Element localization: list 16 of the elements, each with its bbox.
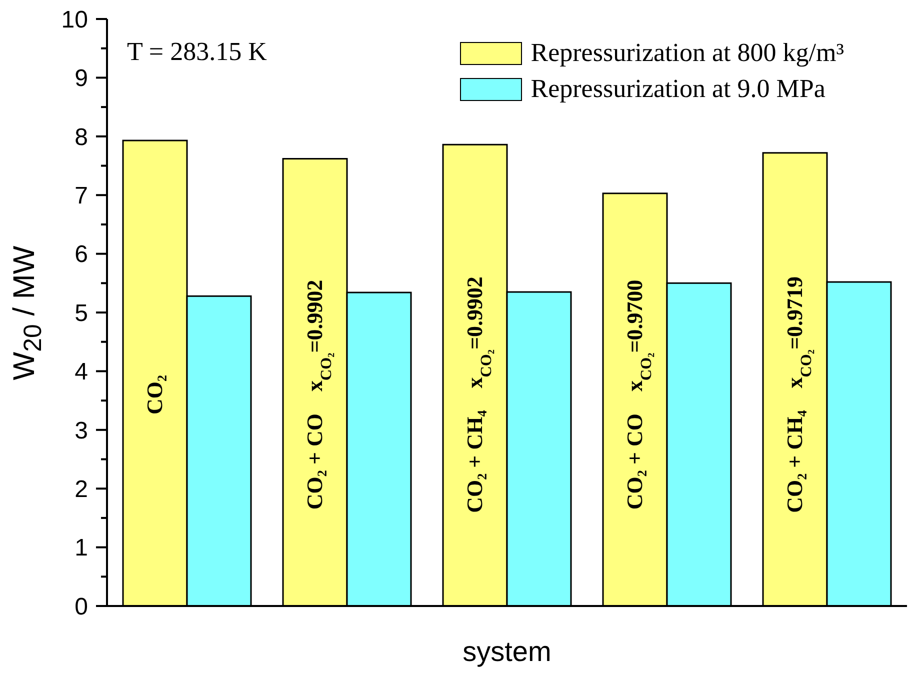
y-tick-label: 3: [74, 417, 88, 444]
legend-label: Repressurization at 9.0 MPa: [530, 74, 826, 103]
y-tick-label: 0: [74, 593, 88, 620]
y-tick-label: 5: [74, 300, 88, 327]
legend-label: Repressurization at 800 kg/m³: [530, 38, 844, 67]
y-tick-label: 7: [74, 182, 88, 210]
y-tick-label: 6: [74, 241, 88, 268]
y-tick-label: 2: [74, 476, 88, 503]
annotation: T = 283.15 K: [127, 37, 267, 66]
y-tick-label: 10: [61, 6, 88, 34]
x-axis-title: system: [462, 636, 552, 667]
y-tick-label: 8: [74, 124, 88, 151]
y-tick-label: 4: [74, 358, 88, 386]
y-tick-label: 1: [74, 534, 88, 562]
y-tick-label: 9: [74, 65, 88, 92]
x-tick-label: CO₂: [142, 374, 167, 414]
